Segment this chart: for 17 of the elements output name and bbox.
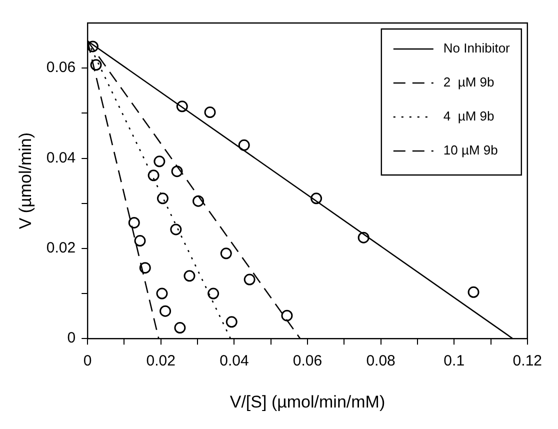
legend-label: 10 µM 9b xyxy=(443,142,498,158)
y-tick-label: 0 xyxy=(67,330,76,347)
legend-label: 2 µM 9b xyxy=(443,74,494,90)
y-tick-label: 0.06 xyxy=(46,59,76,76)
x-tick-label: 0.1 xyxy=(444,352,465,370)
legend-label: No Inhibitor xyxy=(443,40,511,56)
x-tick-label: 0.02 xyxy=(146,352,176,370)
legend-label: 4 µM 9b xyxy=(443,108,494,124)
x-tick-label: 0 xyxy=(83,352,92,370)
x-tick-label: 0.04 xyxy=(220,352,249,370)
y-tick-label: 0.02 xyxy=(46,240,76,257)
y-axis-title: V (µmol/min) xyxy=(16,132,35,230)
x-axis-title: V/[S] (µmol/min/mM) xyxy=(230,392,386,412)
x-tick-label: 0.06 xyxy=(292,352,322,370)
y-tick-label: 0.04 xyxy=(46,149,76,166)
x-tick-label: 0.12 xyxy=(512,352,542,370)
x-tick-label: 0.08 xyxy=(366,352,396,370)
